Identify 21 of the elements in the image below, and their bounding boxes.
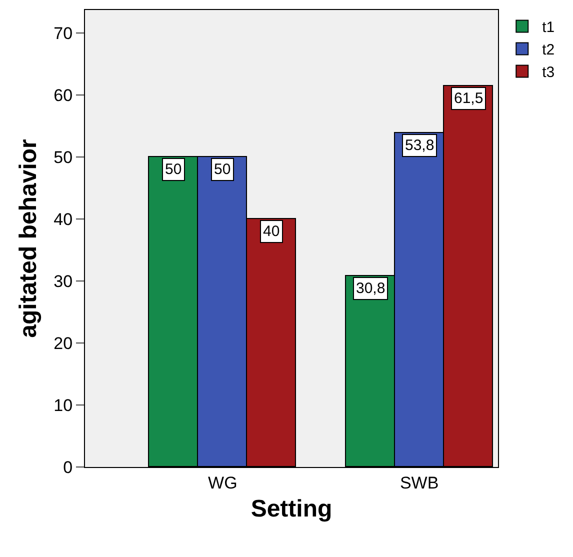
- y-tick-label: 20: [54, 334, 73, 353]
- x-tick-label: WG: [208, 473, 238, 492]
- y-tick-label: 0: [63, 458, 73, 477]
- legend-label: t1: [542, 19, 555, 36]
- y-tick-label: 70: [54, 24, 73, 43]
- data-label: 53,8: [405, 137, 434, 154]
- y-tick-label: 40: [54, 210, 73, 229]
- y-tick-label: 10: [54, 396, 73, 415]
- x-tick-label: SWB: [400, 473, 439, 492]
- data-label: 50: [214, 161, 231, 178]
- legend-label: t3: [542, 64, 555, 82]
- y-tick-label: 60: [54, 86, 73, 105]
- data-label: 61,5: [454, 90, 484, 107]
- legend-label: t2: [542, 42, 555, 59]
- y-tick-label: 30: [54, 272, 73, 291]
- y-axis-title: agitated behavior: [14, 139, 42, 338]
- data-label: 40: [263, 223, 280, 240]
- data-label: 30,8: [356, 280, 386, 297]
- x-axis-title: Setting: [250, 496, 332, 523]
- y-tick-label: 50: [54, 148, 73, 167]
- data-label: 50: [165, 161, 182, 178]
